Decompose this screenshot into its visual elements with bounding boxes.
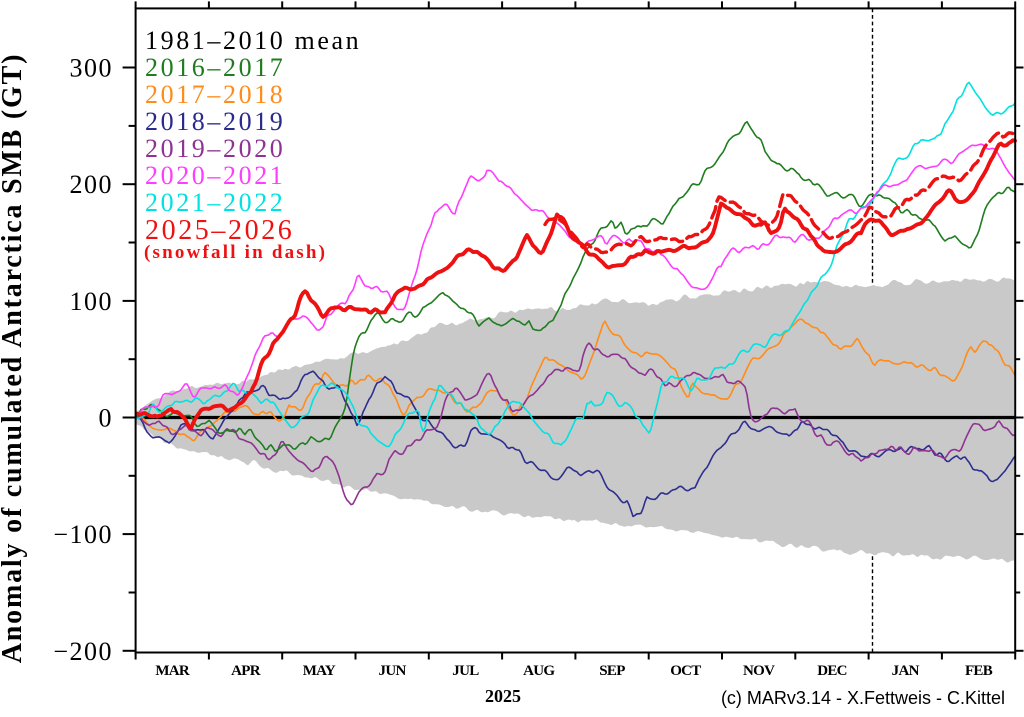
svg-text:(snowfall in dash): (snowfall in dash)	[144, 242, 327, 263]
svg-text:2025: 2025	[485, 686, 521, 706]
svg-text:Anomaly of cumulated Antarctic: Anomaly of cumulated Antarctica SMB (GT)	[0, 53, 28, 663]
svg-text:2019–2020: 2019–2020	[145, 134, 285, 163]
svg-text:2016–2017: 2016–2017	[145, 53, 285, 82]
svg-text:2018–2019: 2018–2019	[145, 107, 285, 136]
svg-text:2025–2026: 2025–2026	[145, 215, 294, 246]
svg-text:0: 0	[99, 404, 114, 433]
svg-text:MAR: MAR	[155, 663, 190, 679]
svg-text:AUG: AUG	[523, 663, 555, 679]
svg-text:APR: APR	[231, 663, 261, 679]
svg-text:300: 300	[70, 54, 114, 83]
svg-text:DEC: DEC	[817, 663, 847, 679]
svg-text:−100: −100	[53, 520, 113, 549]
svg-text:(c) MARv3.14 - X.Fettweis - C.: (c) MARv3.14 - X.Fettweis - C.Kittel	[721, 688, 1005, 708]
svg-text:2020–2021: 2020–2021	[145, 161, 285, 190]
svg-text:JUL: JUL	[452, 663, 479, 679]
svg-text:2017–2018: 2017–2018	[145, 80, 285, 109]
svg-text:SEP: SEP	[599, 663, 625, 679]
svg-text:FEB: FEB	[965, 663, 993, 679]
svg-text:JAN: JAN	[892, 663, 920, 679]
svg-text:200: 200	[70, 170, 114, 199]
svg-text:2021–2022: 2021–2022	[145, 188, 285, 217]
svg-text:OCT: OCT	[670, 663, 701, 679]
svg-text:1981–2010 mean: 1981–2010 mean	[145, 26, 361, 55]
svg-text:MAY: MAY	[303, 663, 336, 679]
svg-text:JUN: JUN	[379, 663, 407, 679]
svg-text:100: 100	[70, 287, 114, 316]
svg-text:−200: −200	[53, 637, 113, 666]
svg-text:NOV: NOV	[743, 663, 775, 679]
